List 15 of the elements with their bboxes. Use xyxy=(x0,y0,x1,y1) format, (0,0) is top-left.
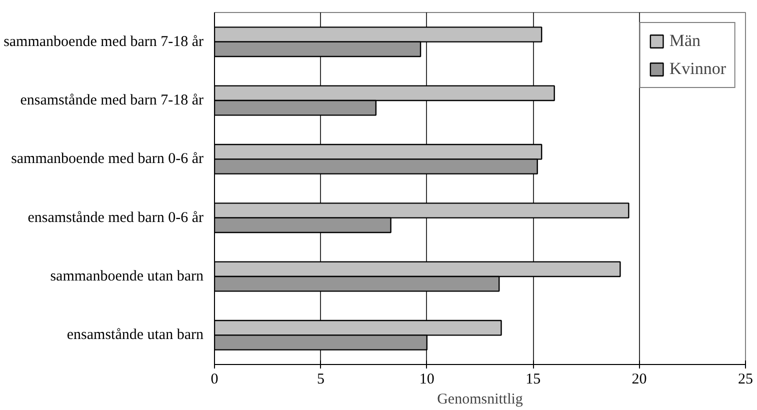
x-axis-title: Genomsnittlig xyxy=(437,392,524,408)
x-tick-label: 0 xyxy=(210,372,218,388)
legend-label: Kvinnor xyxy=(669,59,726,79)
x-tick-label: 15 xyxy=(526,372,541,388)
y-tick-label: sammanboende med barn 7-18 år xyxy=(4,34,204,50)
legend-label: Män xyxy=(669,31,700,51)
y-tick-label: sammanboende med barn 0-6 år xyxy=(11,151,204,168)
y-tick-label: ensamstånde med barn 0-6 år xyxy=(28,210,204,226)
x-tick-label: 20 xyxy=(632,372,647,388)
x-tick-label: 25 xyxy=(738,372,753,388)
y-tick-label: ensamstånde med barn 7-18 år xyxy=(20,92,204,108)
x-tick-label: 10 xyxy=(419,372,434,388)
y-tick-label: ensamstånde utan barn xyxy=(66,327,204,344)
y-tick-label: sammanboende utan barn xyxy=(50,268,204,284)
x-tick-label: 5 xyxy=(316,372,324,388)
